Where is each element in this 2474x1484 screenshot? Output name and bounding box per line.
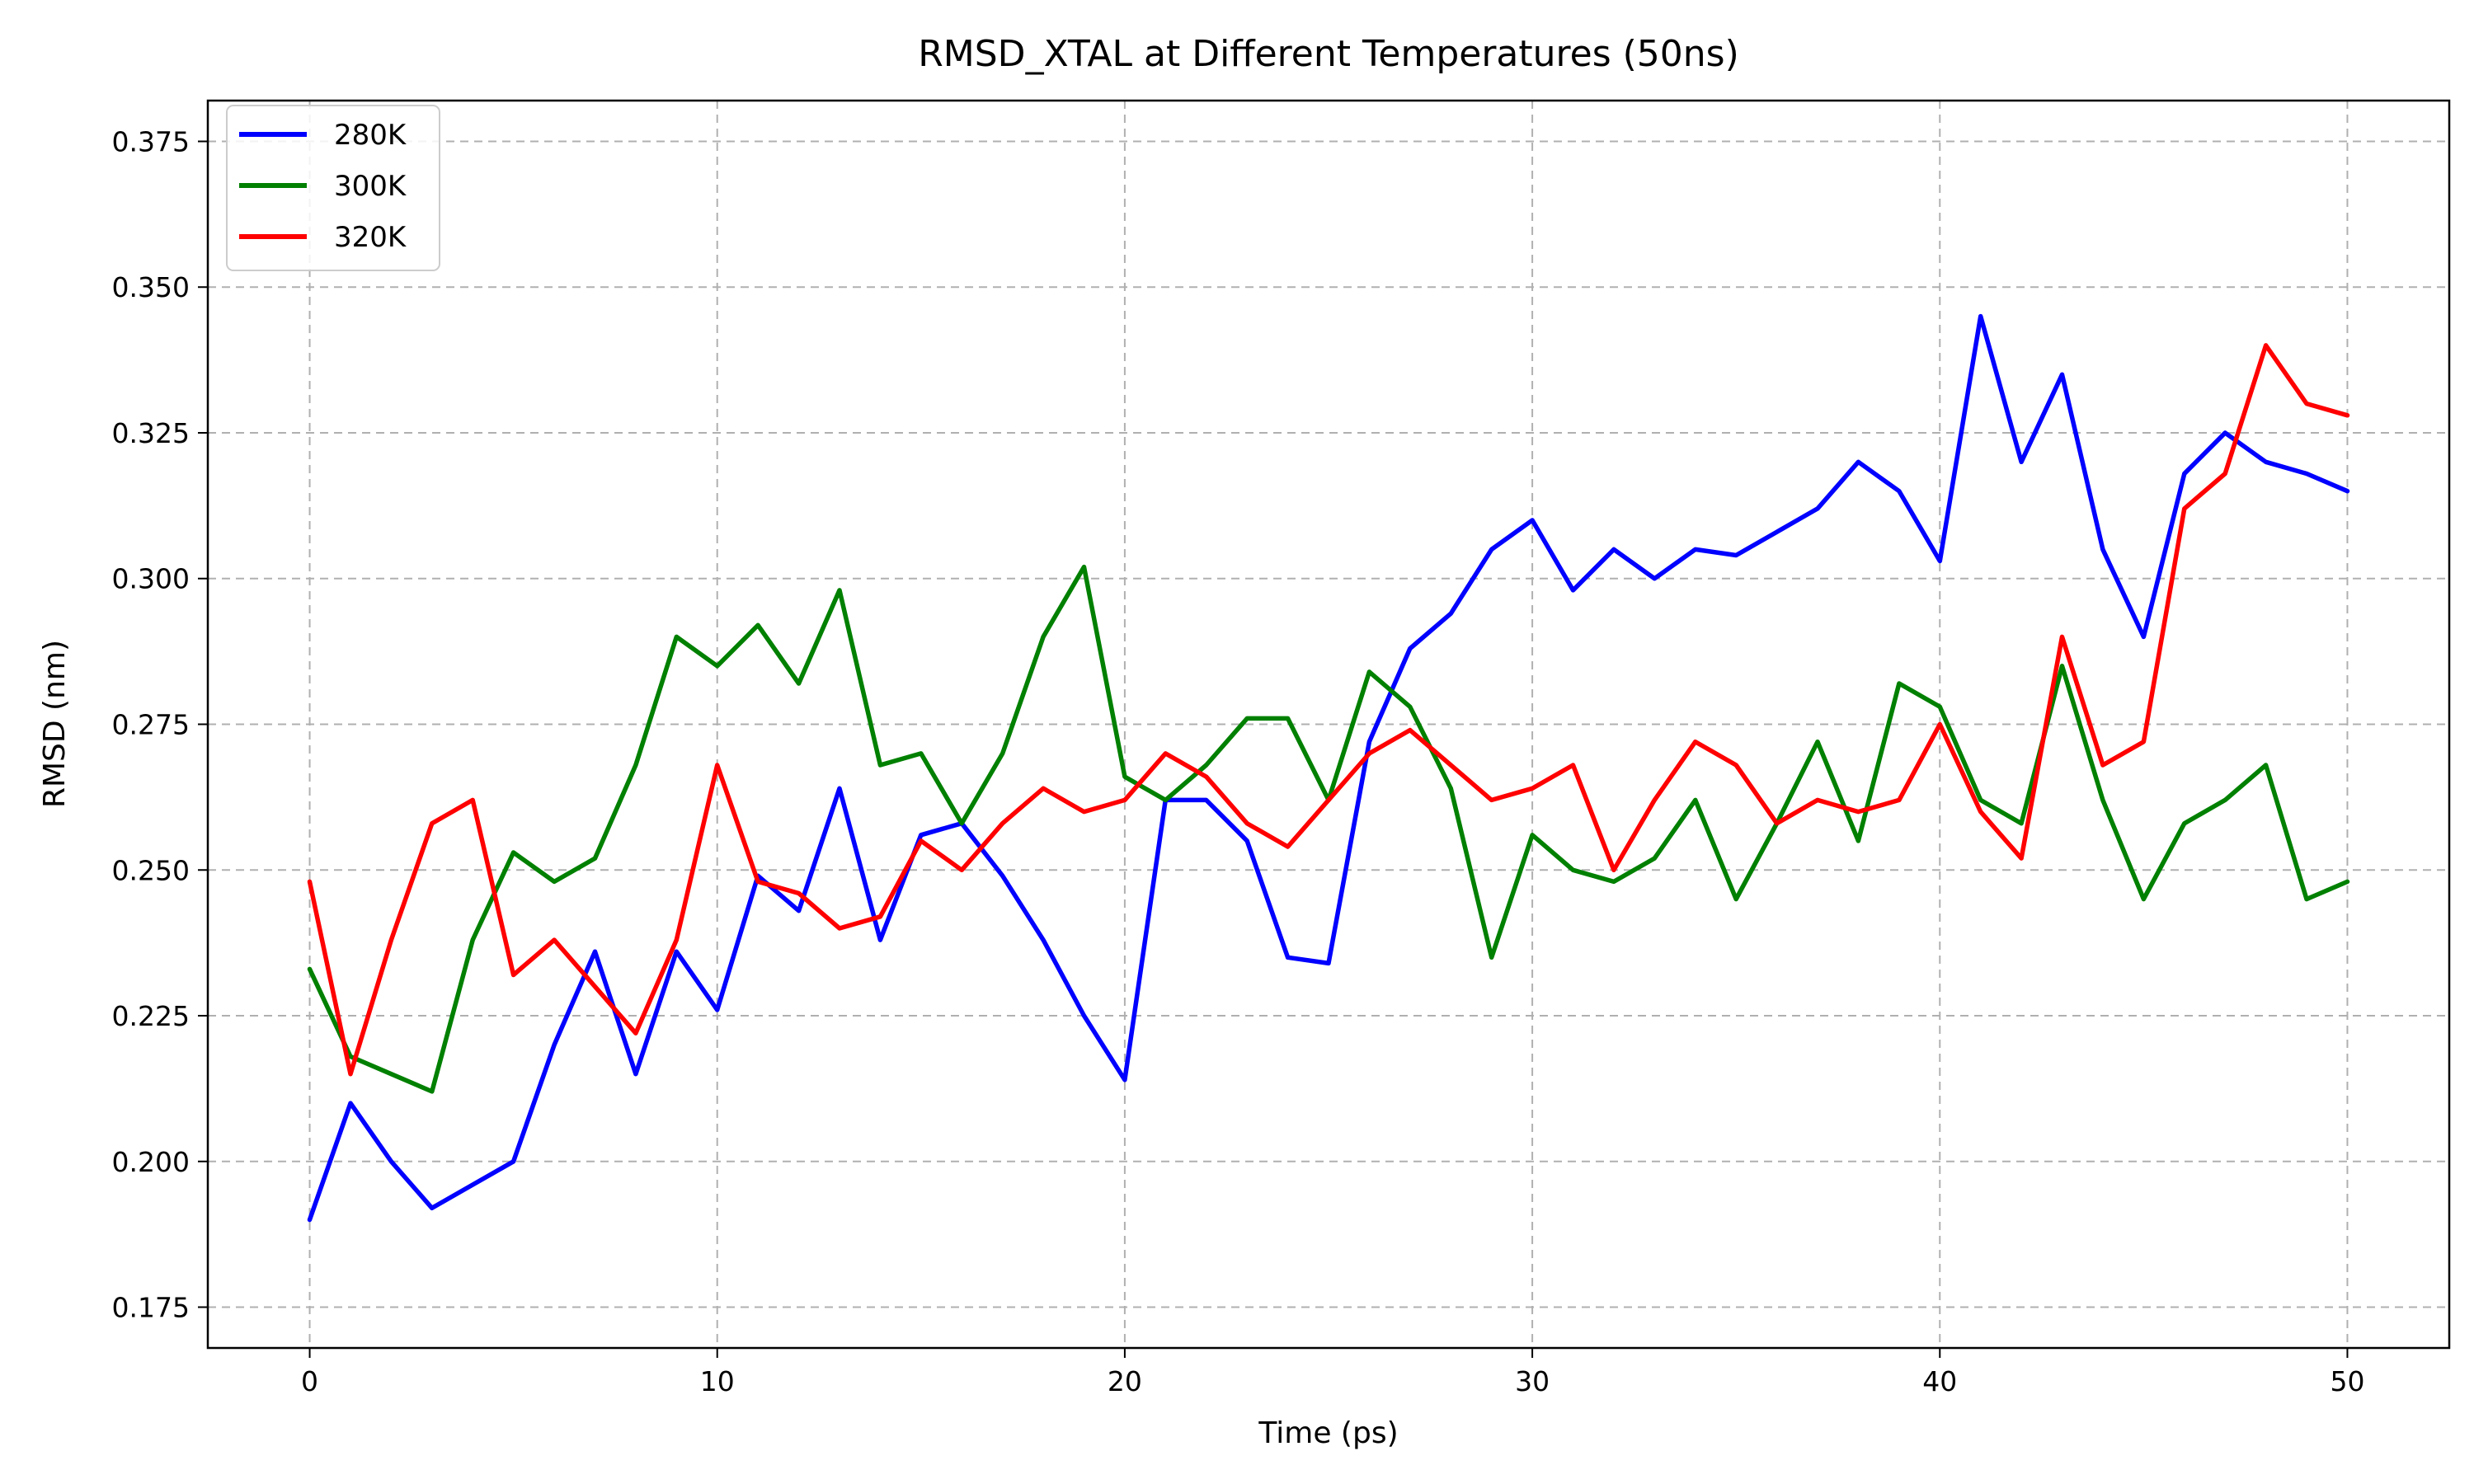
x-tick-label: 40 <box>1922 1365 1957 1397</box>
legend-label-320k: 320K <box>334 221 407 254</box>
x-tick-label: 0 <box>301 1365 318 1397</box>
legend-label-280k: 280K <box>334 119 407 152</box>
y-tick-label: 0.275 <box>112 709 190 741</box>
y-axis-ticks: 0.175 0.200 0.225 0.250 0.275 0.300 0.325 0.350… <box>112 125 208 1324</box>
series-line-280k <box>307 313 2350 1223</box>
y-tick-label: 0.200 <box>112 1146 190 1178</box>
y-tick-label: 0.375 <box>112 125 190 157</box>
legend-box <box>226 105 440 271</box>
y-tick-label: 0.175 <box>112 1292 190 1324</box>
y-tick-label: 0.325 <box>112 417 190 449</box>
series-lines <box>307 313 2350 1223</box>
y-tick-label: 0.250 <box>112 854 190 886</box>
x-axis-label: Time (ps) <box>1258 1416 1398 1450</box>
x-tick-label: 30 <box>1515 1365 1550 1397</box>
x-axis-ticks: 0 10 20 30 40 50 <box>301 1348 2364 1397</box>
x-tick-label: 10 <box>700 1365 735 1397</box>
x-tick-label: 20 <box>1108 1365 1142 1397</box>
x-tick-label: 50 <box>2330 1365 2364 1397</box>
y-tick-label: 0.350 <box>112 271 190 303</box>
y-tick-label: 0.300 <box>112 563 190 595</box>
legend-label-300k: 300K <box>334 170 407 203</box>
legend: 280K 300K 320K <box>226 105 440 271</box>
y-tick-label: 0.225 <box>112 1000 190 1032</box>
series-line-320k <box>307 343 2350 1077</box>
y-axis-label: RMSD (nm) <box>38 640 72 808</box>
chart-title: RMSD_XTAL at Different Temperatures (50n… <box>918 33 1739 75</box>
